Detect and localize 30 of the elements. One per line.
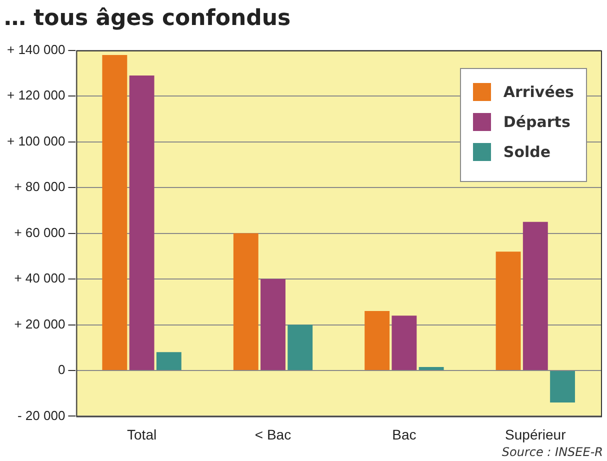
y-tick-label: + 60 000 (14, 224, 66, 240)
y-tick-label: + 120 000 (6, 88, 66, 103)
legend-label: Arrivées (503, 83, 574, 102)
bar (260, 279, 286, 370)
y-tick-label: + 80 000 (14, 179, 66, 194)
y-tick-label: + 140 000 (6, 42, 66, 57)
legend-label: Solde (503, 143, 551, 162)
bar (550, 370, 575, 402)
bar (102, 54, 128, 370)
bar (288, 324, 313, 370)
bar (233, 233, 258, 370)
y-tick-label: + 40 000 (14, 270, 66, 286)
y-tick-label: 0 (58, 362, 66, 378)
source-note: Source : INSEE-R (502, 445, 603, 460)
y-tick-label: - 20 000 (17, 408, 66, 423)
bar (156, 352, 182, 370)
bar (392, 316, 417, 370)
y-tick-label: + 100 000 (6, 133, 66, 148)
bar (522, 222, 548, 370)
bar (129, 76, 154, 370)
legend-label: Départs (503, 113, 570, 132)
bar (496, 252, 521, 370)
bar (418, 367, 444, 370)
x-tick-label: Total (127, 426, 157, 442)
x-tick-label: Bac (392, 426, 416, 442)
y-tick-label: + 20 000 (14, 316, 66, 332)
bar (364, 311, 390, 370)
x-tick-label: Supérieur (505, 426, 566, 442)
x-tick-label: < Bac (254, 426, 292, 442)
chart-title: … tous âges confondus (4, 6, 291, 31)
